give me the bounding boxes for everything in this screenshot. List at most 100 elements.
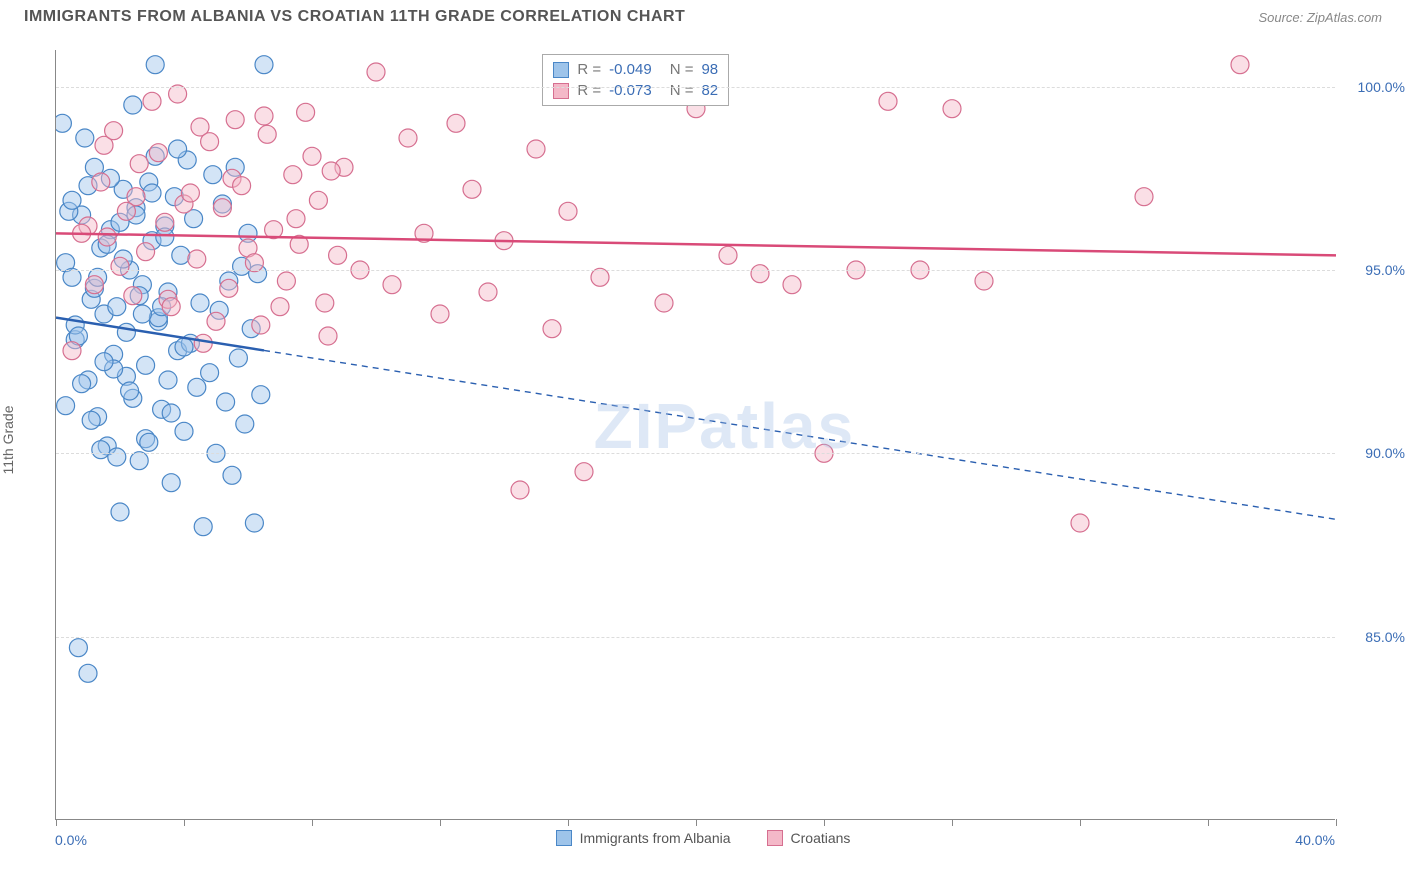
legend-bottom-item: Immigrants from Albania [556, 830, 731, 846]
scatter-point [1071, 514, 1089, 532]
y-tick-label: 95.0% [1345, 262, 1405, 278]
scatter-point [575, 463, 593, 481]
scatter-point [204, 166, 222, 184]
x-tick-mark [440, 819, 441, 826]
scatter-point [319, 327, 337, 345]
scatter-point [63, 342, 81, 360]
scatter-point [271, 298, 289, 316]
x-tick-mark [1336, 819, 1337, 826]
x-tick-mark [184, 819, 185, 826]
scatter-point [217, 393, 235, 411]
scatter-point [719, 246, 737, 264]
plot-region: ZIPatlas R =-0.049N =98R =-0.073N =82 85… [55, 50, 1335, 820]
scatter-point [329, 246, 347, 264]
y-tick-label: 85.0% [1345, 629, 1405, 645]
scatter-point [943, 100, 961, 118]
scatter-point [223, 466, 241, 484]
legend-bottom-item: Croatians [767, 830, 851, 846]
scatter-point [655, 294, 673, 312]
scatter-point [181, 184, 199, 202]
scatter-point [447, 114, 465, 132]
scatter-point [159, 371, 177, 389]
scatter-point [92, 173, 110, 191]
legend-series-label: Croatians [791, 830, 851, 846]
scatter-point [95, 353, 113, 371]
scatter-point [783, 276, 801, 294]
scatter-point [277, 272, 295, 290]
scatter-point [73, 375, 91, 393]
scatter-point [130, 155, 148, 173]
scatter-point [303, 147, 321, 165]
scatter-svg [56, 50, 1336, 820]
scatter-point [98, 228, 116, 246]
x-tick-mark [824, 819, 825, 826]
legend-swatch [553, 83, 569, 99]
scatter-point [383, 276, 401, 294]
scatter-point [252, 386, 270, 404]
scatter-point [191, 294, 209, 312]
scatter-point [130, 452, 148, 470]
scatter-point [69, 639, 87, 657]
scatter-point [258, 125, 276, 143]
scatter-point [111, 503, 129, 521]
x-tick-mark [1208, 819, 1209, 826]
scatter-point [233, 177, 251, 195]
scatter-point [399, 129, 417, 147]
legend-N-label: N = [670, 80, 694, 101]
scatter-point [137, 243, 155, 261]
scatter-point [201, 133, 219, 151]
scatter-point [82, 411, 100, 429]
scatter-point [175, 338, 193, 356]
scatter-point [133, 305, 151, 323]
scatter-point [76, 129, 94, 147]
legend-swatch [556, 830, 572, 846]
scatter-point [245, 514, 263, 532]
scatter-point [463, 180, 481, 198]
x-tick-mark [952, 819, 953, 826]
legend-N-label: N = [670, 59, 694, 80]
scatter-point [111, 257, 129, 275]
source-label: Source: ZipAtlas.com [1258, 10, 1382, 25]
gridline-h [56, 453, 1335, 454]
scatter-point [169, 140, 187, 158]
y-axis-label: 11th Grade [0, 405, 16, 474]
scatter-point [140, 433, 158, 451]
scatter-point [879, 92, 897, 110]
y-tick-label: 100.0% [1345, 79, 1405, 95]
scatter-point [559, 202, 577, 220]
scatter-point [162, 404, 180, 422]
scatter-point [511, 481, 529, 499]
scatter-point [479, 283, 497, 301]
chart-area: 11th Grade ZIPatlas R =-0.049N =98R =-0.… [0, 30, 1406, 850]
x-tick-mark [56, 819, 57, 826]
scatter-point [156, 213, 174, 231]
scatter-point [1135, 188, 1153, 206]
legend-swatch [767, 830, 783, 846]
x-tick-mark [1080, 819, 1081, 826]
legend-correlation: R =-0.049N =98R =-0.073N =82 [542, 54, 729, 106]
scatter-point [175, 422, 193, 440]
scatter-point [236, 415, 254, 433]
y-tick-label: 90.0% [1345, 445, 1405, 461]
scatter-point [121, 382, 139, 400]
scatter-point [252, 316, 270, 334]
scatter-point [255, 107, 273, 125]
scatter-point [975, 272, 993, 290]
scatter-point [169, 85, 187, 103]
scatter-point [316, 294, 334, 312]
scatter-point [162, 474, 180, 492]
scatter-point [591, 268, 609, 286]
scatter-point [162, 298, 180, 316]
scatter-point [108, 448, 126, 466]
scatter-point [245, 254, 263, 272]
scatter-point [105, 122, 123, 140]
scatter-point [137, 356, 155, 374]
scatter-point [56, 114, 71, 132]
legend-series-label: Immigrants from Albania [580, 830, 731, 846]
gridline-h [56, 270, 1335, 271]
legend-R-value: -0.073 [609, 80, 652, 101]
legend-R-label: R = [577, 59, 601, 80]
legend-R-label: R = [577, 80, 601, 101]
scatter-point [143, 92, 161, 110]
chart-title: IMMIGRANTS FROM ALBANIA VS CROATIAN 11TH… [24, 8, 685, 26]
